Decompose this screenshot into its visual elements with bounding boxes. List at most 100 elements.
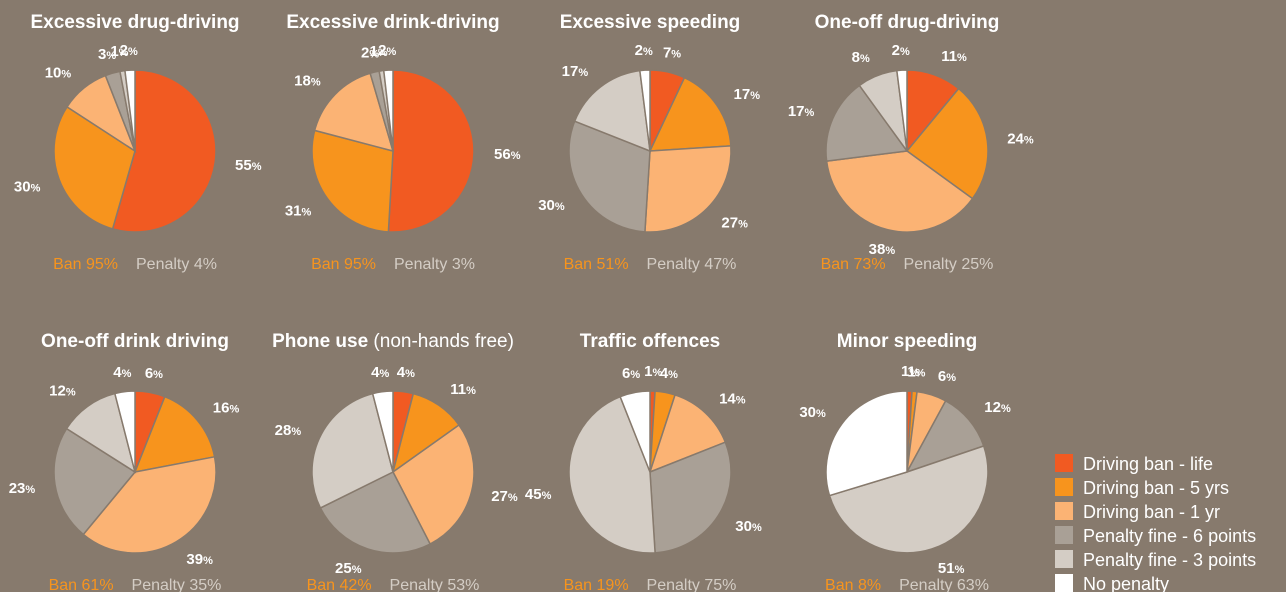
legend-label: No penalty xyxy=(1083,574,1169,592)
legend-label: Penalty fine - 6 points xyxy=(1083,526,1256,546)
slice-value-label: 8% xyxy=(852,49,870,66)
slice-value-label: 2% xyxy=(361,45,379,62)
legend-swatch xyxy=(1055,502,1073,520)
pie-slice-penalty-fine-3-points xyxy=(573,69,651,153)
chart-caption: Ban 8% Penalty 63% xyxy=(825,577,989,592)
legend-label: Penalty fine - 3 points xyxy=(1083,550,1256,570)
pie-slice-no-penalty xyxy=(382,69,394,152)
slice-value-label: 4% xyxy=(660,365,678,382)
pie-slice-driving-ban-1-yr xyxy=(313,72,395,153)
pie-chart: Traffic offences 1%4% 14% 30% 45% 6% Ban 19% Pe… xyxy=(525,331,762,592)
slice-value-label: 1% xyxy=(370,43,388,60)
chart-title: Excessive speeding xyxy=(560,12,741,33)
ban-total: Ban 61% xyxy=(49,577,114,592)
slice-value-label: 4% xyxy=(371,364,389,381)
chart-caption: Ban 61% Penalty 35% xyxy=(49,577,222,592)
pie-slice-penalty-fine-6-points xyxy=(568,120,651,233)
pie-slice-penalty-fine-3-points xyxy=(65,392,137,474)
penalty-total: Penalty 53% xyxy=(390,577,480,592)
ban-total: Ban 95% xyxy=(53,256,118,273)
slice-value-label: 28% xyxy=(275,422,302,439)
slice-value-label: 6% xyxy=(145,365,163,382)
pie-slice-no-penalty xyxy=(825,390,908,497)
slice-value-label: 18% xyxy=(294,73,321,90)
slice-value-label: 12% xyxy=(984,399,1011,416)
slice-value-label: 27% xyxy=(491,488,518,505)
pie-chart: Excessive drug-driving 55% 30% 10% 3%1%2% Ban… xyxy=(14,12,262,273)
slice-value-label: 4% xyxy=(397,364,415,381)
chart-title: Excessive drug-driving xyxy=(30,12,239,33)
pie-chart: Excessive drink-driving 56% 31% 18% 2%1%2% Ba… xyxy=(285,12,521,273)
slice-value-label: 2% xyxy=(378,42,396,59)
pie-slice-penalty-fine-3-points xyxy=(568,395,656,554)
pie-chart: Excessive speeding 7% 17% 27% 30% 17% 2% Ban 51… xyxy=(538,12,760,273)
slice-value-label: 55% xyxy=(235,157,262,174)
slice-value-label: 23% xyxy=(9,480,36,497)
pie-slice-driving-ban-1-yr xyxy=(648,394,727,474)
penalty-total: Penalty 63% xyxy=(899,577,989,592)
penalty-total: Penalty 47% xyxy=(647,256,737,273)
slice-value-label: 1% xyxy=(644,363,662,380)
pie-slice-penalty-fine-6-points xyxy=(649,441,732,554)
slice-value-label: 6% xyxy=(622,365,640,382)
chart-caption: Ban 51% Penalty 47% xyxy=(564,256,737,273)
ban-total: Ban 95% xyxy=(311,256,376,273)
slice-value-label: 16% xyxy=(213,400,240,417)
slice-value-label: 56% xyxy=(494,146,521,163)
penalty-total: Penalty 3% xyxy=(394,256,475,273)
legend-item: Driving ban - life xyxy=(1055,454,1213,474)
legend-swatch xyxy=(1055,550,1073,568)
slice-value-label: 2% xyxy=(892,42,910,59)
pie-slice-driving-ban-5-yrs xyxy=(311,129,394,233)
chart-title: Traffic offences xyxy=(580,331,720,352)
ban-total: Ban 8% xyxy=(825,577,881,592)
pie-slice-no-penalty xyxy=(113,390,136,473)
slice-value-label: 27% xyxy=(721,214,748,231)
pie-slice-driving-ban-1-yr xyxy=(644,145,732,233)
slice-value-label: 17% xyxy=(562,63,589,80)
penalty-total: Penalty 75% xyxy=(647,577,737,592)
slice-value-label: 30% xyxy=(799,404,826,421)
slice-value-label: 11% xyxy=(941,48,967,65)
pie-slice-no-penalty xyxy=(124,69,136,152)
slice-value-label: 30% xyxy=(735,518,762,535)
chart-caption: Ban 19% Penalty 75% xyxy=(564,577,737,592)
slice-value-label: 6% xyxy=(938,368,956,385)
chart-title: Minor speeding xyxy=(837,331,977,352)
pie-chart: Phone use (non-hands free) 4% 11% 27% 25% 28%… xyxy=(272,331,518,592)
slice-value-label: 2% xyxy=(120,42,138,59)
ban-total: Ban 73% xyxy=(821,256,886,273)
slice-value-label: 45% xyxy=(525,486,552,503)
chart-caption: Ban 95% Penalty 3% xyxy=(311,256,475,273)
pie-slice-driving-ban-1-yr xyxy=(825,150,974,233)
pie-chart: One-off drug-driving 11% 24% 38% 17% 8% 2% Ban … xyxy=(788,12,1034,273)
pie-slice-driving-ban-5-yrs xyxy=(648,76,732,152)
slice-value-label: 30% xyxy=(538,197,565,214)
pie-slice-penalty-fine-6-points xyxy=(53,427,137,536)
chart-subtitle: (non-hands free) xyxy=(368,331,514,352)
pie-slice-driving-ban-5-yrs xyxy=(905,87,989,200)
slice-value-label: 2% xyxy=(635,42,653,59)
legend-item: Penalty fine - 3 points xyxy=(1055,550,1256,570)
slice-value-label: 7% xyxy=(663,44,681,61)
ban-total: Ban 51% xyxy=(564,256,629,273)
chart-title: One-off drink driving xyxy=(41,331,229,352)
penalty-total: Penalty 35% xyxy=(132,577,222,592)
pie-slice-driving-ban-5-yrs xyxy=(133,395,216,473)
slice-value-label: 1% xyxy=(901,363,919,380)
slice-value-label: 1% xyxy=(907,363,925,380)
slice-value-label: 51% xyxy=(938,560,965,577)
chart-title: Excessive drink-driving xyxy=(286,12,499,33)
penalty-total: Penalty 4% xyxy=(136,256,217,273)
pie-slice-driving-ban-life xyxy=(387,69,475,233)
pie-slice-penalty-fine-6-points xyxy=(319,471,432,554)
slice-value-label: 1% xyxy=(110,43,128,60)
slice-value-label: 3% xyxy=(98,46,116,63)
slice-value-label: 30% xyxy=(14,178,41,195)
chart-caption: Ban 73% Penalty 25% xyxy=(821,256,994,273)
slice-value-label: 31% xyxy=(285,202,312,219)
charts-layer: Excessive drug-driving55%30%10%3%1%2%Ban… xyxy=(9,12,1034,592)
slice-value-label: 24% xyxy=(1007,130,1034,147)
pie-slice-penalty-fine-6-points xyxy=(825,84,909,162)
legend-swatch xyxy=(1055,478,1073,496)
